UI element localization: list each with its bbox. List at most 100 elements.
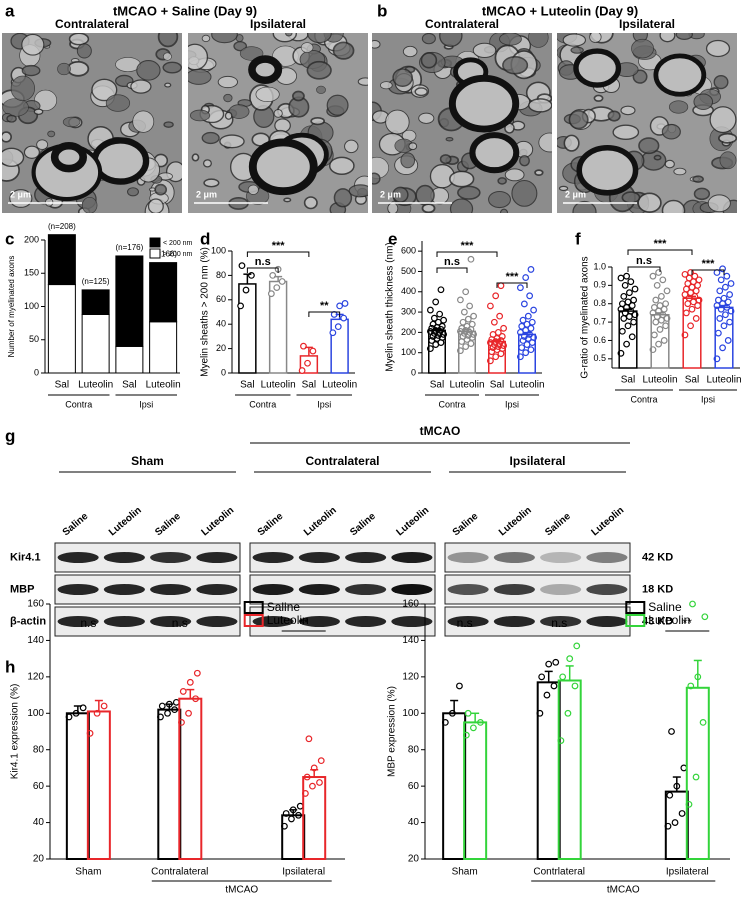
y-tick-label: 20 [33,854,45,865]
y-tick-label: 80 [408,744,420,755]
em-texture [385,109,410,135]
em-texture [372,172,381,185]
data-point [681,270,689,278]
em-texture [638,137,660,155]
group-label: tMCAO [607,885,640,894]
blot-band [103,616,145,627]
em-texture [10,75,36,102]
significance-label: *** [702,258,716,270]
data-point [722,283,729,291]
em-texture [558,185,569,192]
panel-label: e [388,229,397,248]
panel-label: h [5,657,15,676]
em-texture [528,33,549,48]
em-texture [201,131,220,145]
data-point [72,709,80,717]
data-point [185,709,192,717]
data-point [530,306,537,314]
bar [157,708,182,861]
em-image: 2 μm [372,33,552,213]
group-label: Ipsi [139,399,153,409]
data-point [618,327,626,335]
em-texture [57,62,71,76]
data-point [457,347,464,355]
data-point [178,718,185,726]
data-point [329,329,337,337]
data-point [631,311,639,319]
em-texture [357,77,368,86]
blot-band [586,584,628,595]
data-point [238,262,246,270]
em-texture [33,108,44,115]
data-point [500,324,508,332]
blot-band [150,584,192,595]
blot-band [150,552,192,563]
blot-band [345,552,387,563]
lane-label: Saline [348,511,378,539]
data-point [663,287,671,295]
x-tick-label: Ipsilateral [666,867,709,878]
size-label: 43 KD [642,615,673,627]
data-point [538,673,546,681]
myelin-sheath [448,74,520,133]
em-texture [154,183,168,196]
data-point [193,669,201,677]
data-point [552,658,560,666]
data-point [655,269,662,276]
bar-segment [149,321,178,374]
data-point [456,682,463,690]
data-point [713,355,721,363]
blot-band [196,584,238,595]
y-tick-label: 500 [401,266,416,276]
significance-label: n.s [80,616,96,630]
data-point [724,298,732,306]
group-label: Contra [65,399,92,409]
data-point [536,709,544,717]
em-texture [445,136,454,142]
y-tick-label: 0 [411,367,416,377]
legend-swatch [243,601,264,614]
em-texture [499,33,522,46]
significance-label: n.s [172,616,188,630]
data-point [714,296,722,304]
data-point [726,291,734,298]
x-tick-label: Sal [490,380,504,391]
data-point [477,718,484,726]
data-point [723,272,731,280]
data-point [448,709,456,717]
group-label: Ipsi [317,399,331,409]
data-point [630,318,638,326]
data-point [650,304,658,311]
bar [302,776,327,860]
data-point [630,296,638,304]
y-tick-label: 50 [29,334,39,344]
blot-band [493,616,535,627]
data-point [464,315,472,323]
em-texture [300,42,314,53]
em-texture [661,199,686,213]
em-texture [91,78,118,102]
data-point [237,302,245,310]
y-tick-label: 200 [24,234,39,244]
bar-segment [149,262,178,323]
em-texture [387,202,399,213]
data-point [656,302,664,309]
lane-label: Luteolin [497,505,534,538]
data-point [518,344,526,352]
em-texture [130,79,152,94]
blot-band [447,616,489,627]
data-point [618,300,626,308]
em-texture [421,203,436,213]
bar-segment [81,313,110,374]
y-axis-label: Kir4.1 expression (%) [10,684,21,780]
data-point [727,307,735,315]
data-point [457,296,464,304]
data-point [649,272,657,280]
em-texture [570,46,584,54]
y-tick-label: 100 [402,708,419,719]
data-point [304,359,311,367]
data-point [623,340,630,348]
em-texture [164,82,172,88]
y-tick-label: 140 [27,635,44,646]
x-tick-label: Sal [55,380,69,391]
